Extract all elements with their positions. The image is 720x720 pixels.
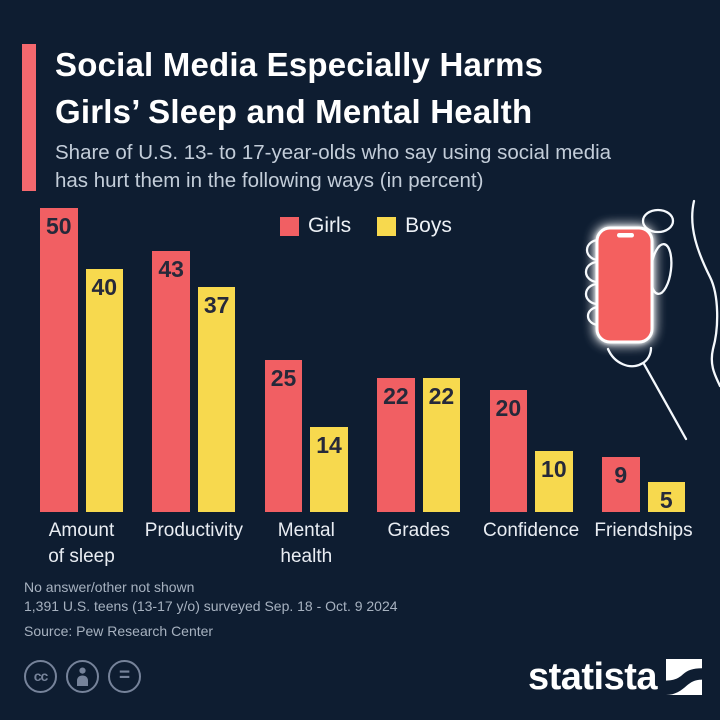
cc-no-derivatives-icon[interactable]: = bbox=[108, 660, 141, 693]
bar-value-label: 22 bbox=[383, 383, 409, 410]
bar-value-label: 40 bbox=[91, 273, 118, 300]
bar-boys-2: 14 bbox=[310, 426, 348, 512]
bar-value-label: 22 bbox=[428, 383, 455, 410]
bar-boys-4: 10 bbox=[535, 451, 573, 512]
chart-title: Social Media Especially Harms Girls’ Slee… bbox=[55, 41, 543, 135]
phone-notch bbox=[617, 233, 634, 238]
bar-value-label: 5 bbox=[659, 486, 673, 513]
phone-icon bbox=[595, 226, 654, 344]
category-label-3: Grades bbox=[387, 520, 450, 541]
legend-swatch-girls bbox=[280, 216, 299, 236]
bar-value-label: 43 bbox=[158, 255, 184, 282]
bar-value-label: 9 bbox=[614, 462, 628, 489]
bar-boys-5: 5 bbox=[647, 481, 685, 513]
cc-icon[interactable]: cc bbox=[24, 660, 57, 693]
legend-item-girls: Girls bbox=[280, 214, 351, 238]
bar-girls-0: 50 bbox=[40, 208, 78, 512]
legend-label: Boys bbox=[405, 214, 452, 237]
bar-girls-4: 20 bbox=[489, 390, 528, 512]
statista-swoosh bbox=[666, 668, 702, 695]
bar-value-label: 20 bbox=[495, 395, 522, 422]
bar-boys-3: 22 bbox=[422, 378, 461, 512]
category-label-4: Confidence bbox=[483, 520, 580, 541]
statista-branding[interactable]: statista bbox=[528, 654, 702, 700]
license-badges: cc = bbox=[24, 660, 141, 693]
footnote-sample: 1,391 U.S. teens (13-17 y/o) surveyed Se… bbox=[24, 598, 398, 614]
bar-girls-3: 22 bbox=[377, 378, 415, 512]
footnote-no-answer: No answer/other not shown bbox=[24, 579, 195, 595]
person-icon bbox=[77, 667, 88, 686]
bar-boys-0: 40 bbox=[85, 268, 123, 512]
legend-swatch-boys bbox=[377, 216, 397, 236]
footnotes: No answer/other not shown 1,391 U.S. tee… bbox=[24, 578, 398, 641]
title-accent-bar bbox=[22, 44, 36, 191]
chart-title-line1: Social Media Especially Harms bbox=[55, 46, 544, 83]
chart-subtitle: Share of U.S. 13- to 17-year-olds who sa… bbox=[55, 139, 611, 195]
statista-logo-icon bbox=[666, 659, 702, 695]
hand-holding-phone-illustration bbox=[584, 199, 720, 441]
bar-value-label: 37 bbox=[203, 292, 230, 319]
bar-boys-1: 37 bbox=[197, 287, 236, 512]
chart-title-line2: Girls’ Sleep and Mental Health bbox=[55, 93, 533, 130]
chart-subtitle-line1: Share of U.S. 13- to 17-year-olds who sa… bbox=[55, 141, 612, 164]
bar-value-label: 10 bbox=[541, 456, 567, 483]
legend-label: Girls bbox=[308, 214, 352, 237]
statista-wordmark: statista bbox=[527, 656, 658, 698]
legend: Girls Boys bbox=[280, 214, 452, 238]
bar-girls-5: 9 bbox=[602, 457, 640, 512]
bar-value-label: 50 bbox=[45, 213, 72, 239]
category-label-2: Mental health bbox=[277, 520, 335, 567]
bar-value-label: 14 bbox=[316, 431, 342, 458]
category-label-5: Friendships bbox=[594, 520, 693, 541]
category-label-1: Productivity bbox=[144, 520, 243, 541]
bar-girls-1: 43 bbox=[152, 250, 190, 512]
source-note: Source: Pew Research Center bbox=[24, 623, 214, 639]
chart-subtitle-line2: has hurt them in the following ways (in … bbox=[55, 169, 484, 192]
bar-value-label: 25 bbox=[270, 365, 297, 391]
cc-attribution-person-icon[interactable] bbox=[66, 660, 99, 693]
category-label-0: Amount of sleep bbox=[48, 520, 115, 567]
bar-girls-2: 25 bbox=[264, 360, 303, 512]
legend-item-boys: Boys bbox=[377, 214, 452, 238]
